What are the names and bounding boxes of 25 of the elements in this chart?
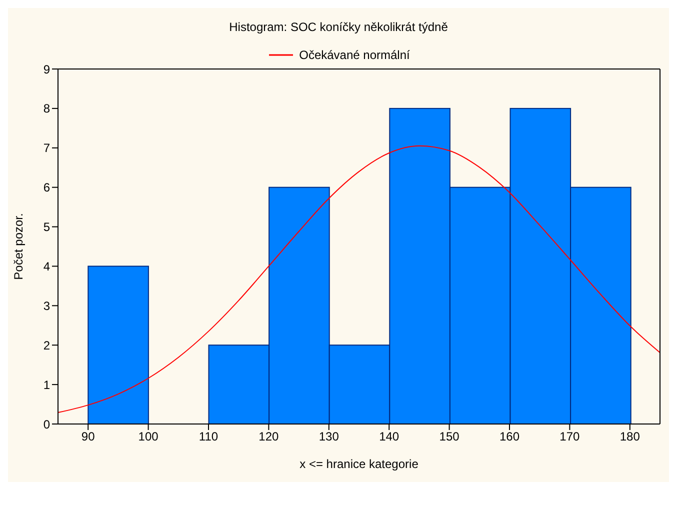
line-series [58,145,660,414]
x-tick-label: 90 [81,430,96,444]
x-tick-label: 150 [439,430,460,444]
y-tick-label: 6 [43,180,50,195]
x-axis-title: x <= hranice kategorie [300,457,419,471]
y-tick-label: 3 [43,298,50,313]
y-tick-label: 9 [43,62,50,76]
y-tick-label: 2 [43,338,50,352]
y-tick-label: 5 [43,220,50,234]
y-tick-label: 7 [43,141,50,156]
y-tick-label: 0 [43,417,50,432]
x-tick-label: 120 [258,430,280,444]
legend-label: Očekávané normální [299,48,410,62]
x-tick-label: 110 [198,430,218,444]
y-tick-label: 8 [43,102,50,116]
x-tick-label: 140 [379,430,400,444]
y-axis-title: Počet pozor. [11,213,26,280]
y-tick-label: 1 [43,378,50,392]
x-tick-label: 160 [499,430,520,444]
x-tick-label: 180 [620,430,640,444]
x-tick-label: 100 [138,430,159,444]
x-tick-label: 170 [560,430,580,444]
x-tick-label: 130 [318,430,340,444]
y-tick-label: 4 [43,259,50,274]
chart-title: Histogram: SOC koníčky několikrát týdně [228,20,449,34]
